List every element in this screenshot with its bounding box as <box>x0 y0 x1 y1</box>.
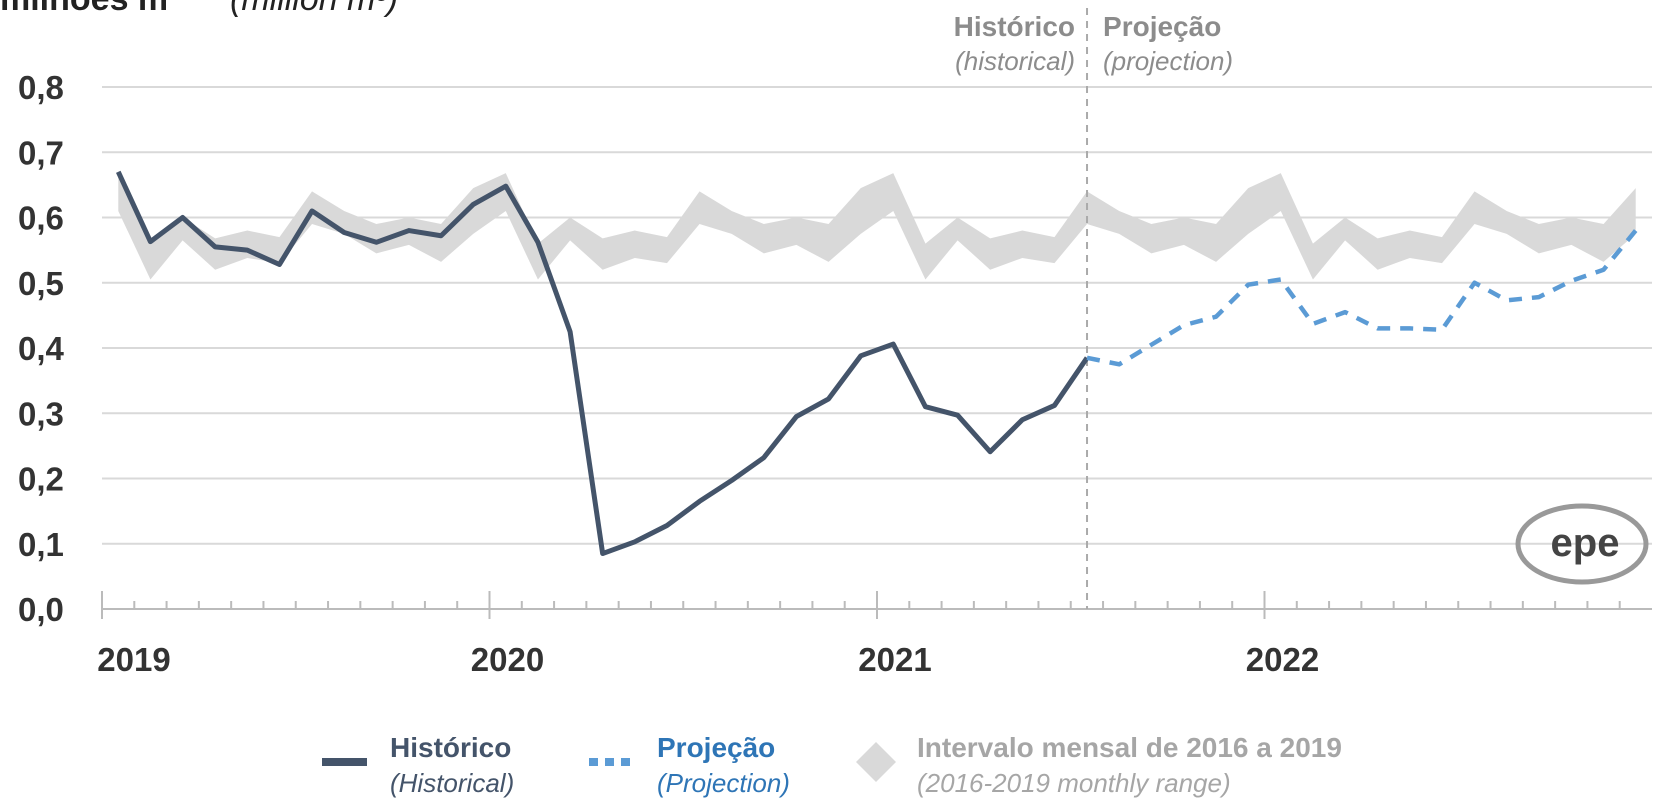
series-line <box>116 170 1090 557</box>
chart-title: milhões m³ <box>0 0 179 18</box>
legend-swatch <box>856 742 896 782</box>
y-tick-label: 0,0 <box>18 591 64 628</box>
logo: epe <box>1551 521 1620 565</box>
legend-label: Histórico <box>390 732 511 763</box>
y-tick-label: 0,8 <box>18 69 64 106</box>
y-tick-label: 0,5 <box>18 265 64 302</box>
legend-label: (2016-2019 monthly range) <box>917 768 1231 798</box>
legend-label: (Projection) <box>657 768 790 798</box>
x-tick-label: 2022 <box>1246 641 1319 678</box>
chart-subtitle: (million m³) <box>230 0 398 18</box>
legend-label: Intervalo mensal de 2016 a 2019 <box>917 732 1342 763</box>
annotation: (historical) <box>955 46 1075 76</box>
y-tick-label: 0,2 <box>18 461 64 498</box>
legend-label: Projeção <box>657 732 775 763</box>
y-tick-label: 0,7 <box>18 134 64 171</box>
series-line <box>1086 229 1638 367</box>
logo-ring <box>1515 503 1649 585</box>
x-tick-label: 2020 <box>471 641 544 678</box>
y-tick-label: 0,4 <box>18 330 65 367</box>
y-tick-label: 0,1 <box>18 526 64 563</box>
annotation: Projeção <box>1103 11 1221 42</box>
range-band <box>118 173 1636 280</box>
x-tick-label: 2021 <box>858 641 931 678</box>
annotation: Histórico <box>954 11 1075 42</box>
y-tick-label: 0,6 <box>18 200 64 237</box>
annotation: (projection) <box>1103 46 1233 76</box>
legend-label: (Historical) <box>390 768 514 798</box>
y-tick-label: 0,3 <box>18 395 64 432</box>
x-tick-label: 2019 <box>97 641 170 678</box>
